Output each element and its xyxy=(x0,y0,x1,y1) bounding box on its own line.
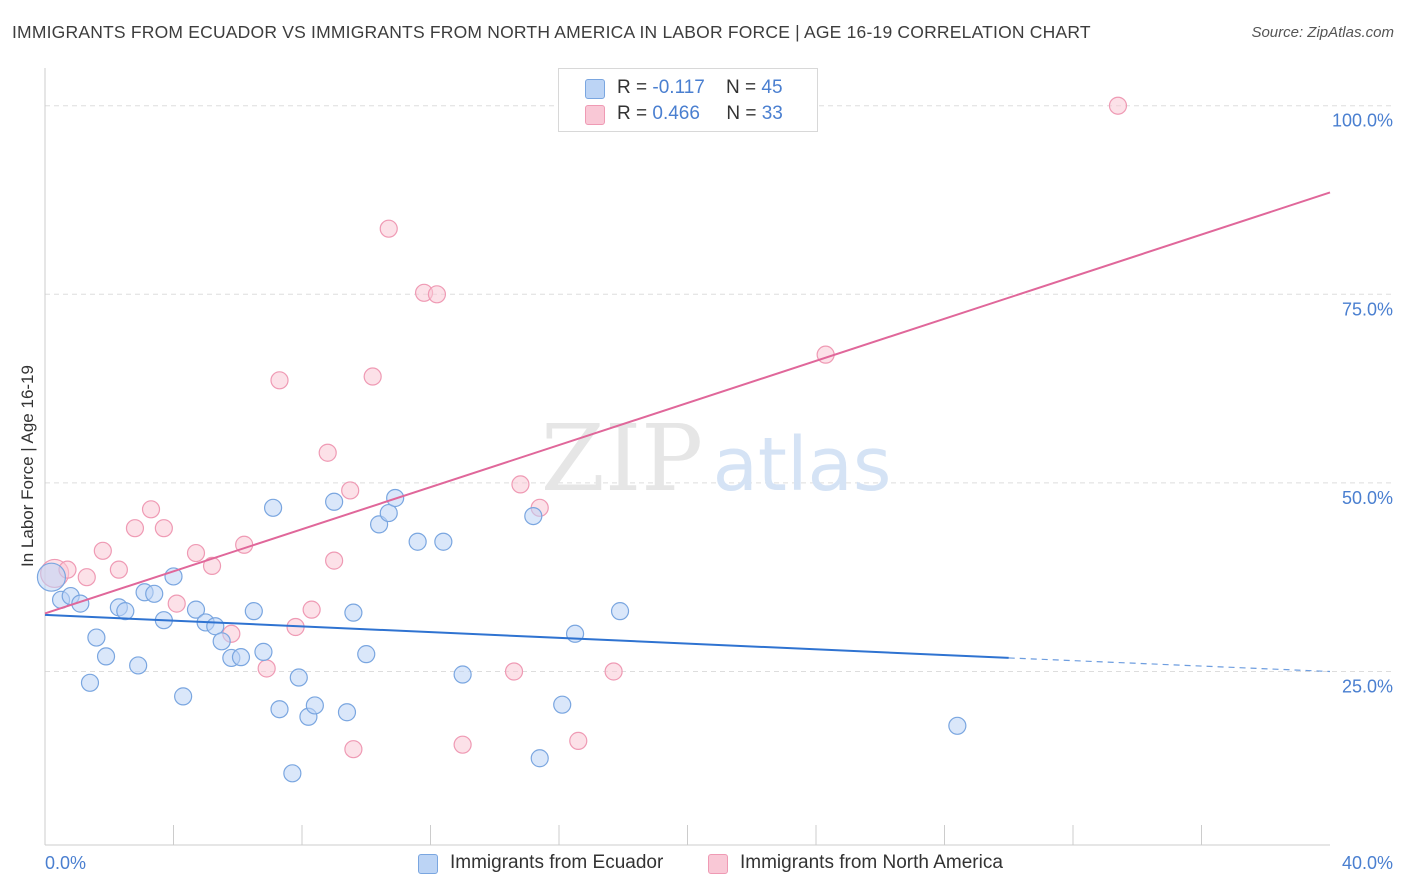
ecuador-point-17 xyxy=(206,617,225,636)
ecuador-point-41 xyxy=(553,695,572,714)
legend-ecuador-r-label: R = xyxy=(617,77,648,98)
legend-swatch-north-america-bottom xyxy=(708,854,728,874)
ecuador-point-40 xyxy=(530,749,549,768)
ecuador-point-24 xyxy=(270,700,289,719)
north-america-point-3 xyxy=(93,541,112,560)
legend-swatch-ecuador-bottom xyxy=(418,854,438,874)
ecuador-point-43 xyxy=(610,602,630,621)
x-tick-label-max: 40.0% xyxy=(1342,853,1393,873)
ecuador-trend-extension xyxy=(1008,657,1331,673)
legend-na-r-label: R = xyxy=(617,103,648,124)
legend-na-n-value: 33 xyxy=(761,103,783,124)
legend-swatch-north-america xyxy=(585,105,605,125)
north-america-point-19 xyxy=(341,481,360,500)
ecuador-point-23 xyxy=(263,498,283,517)
trend-lines xyxy=(44,191,1331,673)
ecuador-trend-line xyxy=(44,613,1009,659)
legend-ecuador-n-value: 45 xyxy=(761,77,783,98)
ecuador-point-36 xyxy=(408,532,427,551)
ecuador-point-5 xyxy=(87,628,106,647)
north-america-point-26 xyxy=(504,662,524,681)
watermark-atlas: atlas xyxy=(713,422,892,508)
ecuador-point-29 xyxy=(325,492,344,511)
north-america-point-22 xyxy=(379,219,398,238)
north-america-point-9 xyxy=(186,543,206,563)
y-tick-label-1: 50.0% xyxy=(1342,488,1393,508)
north-america-point-13 xyxy=(257,659,276,678)
legend-label-ecuador: Immigrants from Ecuador xyxy=(450,852,664,873)
chart-title: IMMIGRANTS FROM ECUADOR VS IMMIGRANTS FR… xyxy=(12,22,1091,42)
ecuador-point-18 xyxy=(212,632,231,651)
north-america-point-6 xyxy=(141,500,161,519)
north-america-trend-line xyxy=(44,191,1331,615)
north-america-point-2 xyxy=(77,568,96,587)
legend-na-n-label: N = xyxy=(726,103,757,124)
ecuador-point-25 xyxy=(283,764,302,783)
ecuador-point-4 xyxy=(80,673,100,692)
ecuador-point-30 xyxy=(337,703,357,722)
ecuador-point-6 xyxy=(96,647,116,666)
legend-swatch-ecuador xyxy=(585,79,605,99)
legend-ecuador-r-value: -0.117 xyxy=(652,77,705,98)
north-america-point-17 xyxy=(318,443,337,462)
north-america-point-4 xyxy=(109,560,128,579)
north-america-point-21 xyxy=(363,367,382,386)
ecuador-point-37 xyxy=(434,532,453,551)
ecuador-point-44 xyxy=(948,716,967,735)
north-america-point-24 xyxy=(427,285,447,304)
y-tick-label-0: 25.0% xyxy=(1342,676,1393,696)
ecuador-point-20 xyxy=(231,648,251,667)
x-tick-labels: 0.0% 40.0% xyxy=(45,853,1393,873)
ecuador-point-15 xyxy=(186,600,206,619)
ecuador-point-34 xyxy=(379,503,398,523)
ecuador-point-31 xyxy=(344,603,363,622)
y-tick-label-3: 100.0% xyxy=(1332,111,1393,131)
series-legend: Immigrants from Ecuador Immigrants from … xyxy=(0,852,1406,878)
stats-legend: R = -0.117 N = 45 R = 0.466 N = 33 xyxy=(558,68,818,132)
watermark: ZIP atlas xyxy=(541,405,892,512)
ecuador-point-28 xyxy=(305,696,324,715)
y-tick-labels: 25.0% 50.0% 75.0% 100.0% xyxy=(1332,111,1393,697)
legend-na-r-value: 0.466 xyxy=(652,103,700,124)
ecuador-point-14 xyxy=(174,687,193,706)
grid-lines xyxy=(45,105,1393,672)
ecuador-point-21 xyxy=(244,602,263,621)
north-america-point-30 xyxy=(604,662,623,681)
ecuador-point-9 xyxy=(129,656,148,675)
north-america-point-5 xyxy=(125,519,145,538)
ecuador-point-8 xyxy=(116,602,135,621)
north-america-point-29 xyxy=(569,731,588,750)
ecuador-point-0 xyxy=(36,562,67,592)
north-america-point-10 xyxy=(202,556,222,575)
ecuador-point-39 xyxy=(524,506,543,526)
north-america-point-8 xyxy=(167,594,186,613)
watermark-zip: ZIP xyxy=(541,405,703,512)
y-axis-label: In Labor Force | Age 16-19 xyxy=(18,365,37,567)
north-america-point-25 xyxy=(453,735,472,754)
axes xyxy=(44,68,1330,846)
north-america-point-27 xyxy=(511,475,530,494)
ecuador-point-26 xyxy=(289,668,308,687)
ecuador-point-38 xyxy=(453,665,472,684)
legend-label-north-america: Immigrants from North America xyxy=(740,852,1003,873)
north-america-points xyxy=(40,96,1128,759)
north-america-point-20 xyxy=(344,740,363,759)
north-america-point-14 xyxy=(270,371,289,390)
north-america-point-33 xyxy=(1108,96,1128,115)
legend-ecuador-n-label: N = xyxy=(725,77,757,98)
north-america-point-16 xyxy=(302,600,321,619)
north-america-point-7 xyxy=(154,519,173,538)
ecuador-points xyxy=(36,488,967,783)
ecuador-point-22 xyxy=(254,642,273,661)
y-tick-label-2: 75.0% xyxy=(1342,299,1393,319)
north-america-point-18 xyxy=(325,551,344,570)
x-tick-label-min: 0.0% xyxy=(45,853,86,873)
ecuador-point-11 xyxy=(145,584,164,603)
ecuador-point-32 xyxy=(357,645,376,664)
source-label: Source: ZipAtlas.com xyxy=(1251,24,1394,41)
